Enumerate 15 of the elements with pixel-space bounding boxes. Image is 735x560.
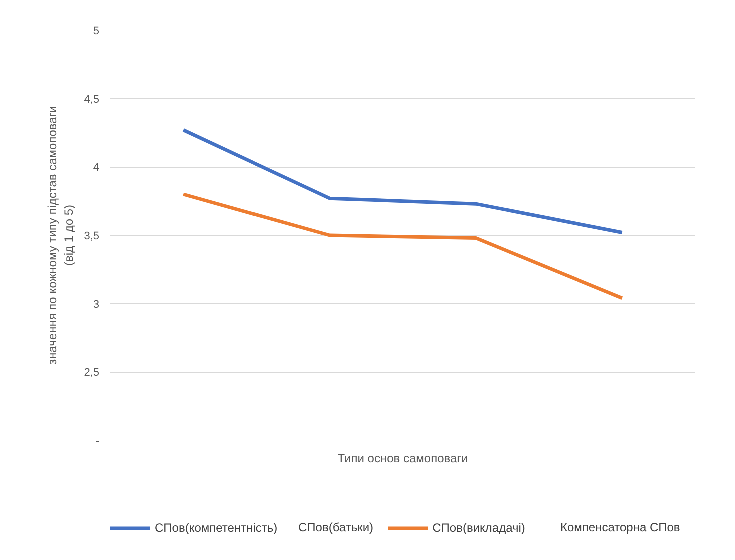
x-axis-title: Типи основ самоповаги xyxy=(338,452,468,466)
y-tick-label: 3,5 xyxy=(84,230,100,242)
line-series xyxy=(182,128,624,235)
text: СПов(батьки) xyxy=(298,520,374,534)
legend-label: СПов(компетентність) xyxy=(155,521,278,535)
text: Компенсаторна СПов xyxy=(560,520,680,534)
y-tick-label: 5 xyxy=(93,26,100,38)
y-tick-label: 2,5 xyxy=(84,367,100,380)
y-axis-title: значення по кожному типу підстав самоповаги (від 1 до 5) xyxy=(45,106,76,365)
y-tick-label: 4 xyxy=(93,162,100,174)
line-series xyxy=(182,192,624,300)
y-tick-label: - xyxy=(96,436,100,448)
legend-label: СПов(викладачі) xyxy=(432,521,526,535)
y-tick-label: 3 xyxy=(93,298,100,311)
y-tick-label: 4,5 xyxy=(84,94,100,106)
